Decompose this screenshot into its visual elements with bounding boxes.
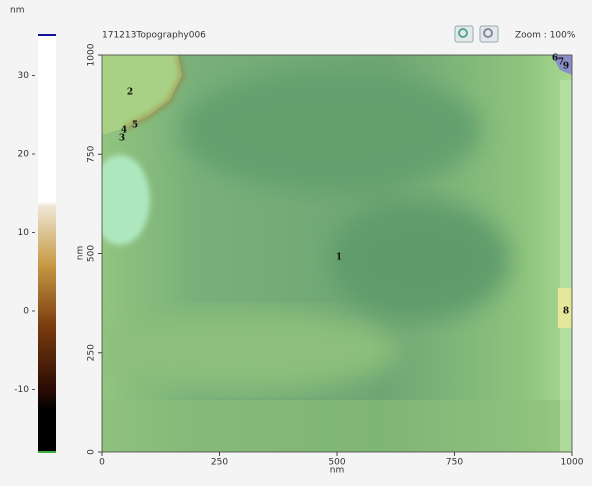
colorbar-tick-label: 0: [23, 307, 29, 317]
y-tick-label: 1000: [87, 43, 97, 66]
region-label: 2: [127, 88, 133, 98]
y-axis-unit: nm: [76, 246, 86, 260]
y-tick-label: 750: [87, 145, 97, 162]
zoom-label: Zoom : 100%: [515, 31, 576, 41]
x-tick-label: 1000: [561, 458, 584, 468]
x-tick-label: 0: [99, 458, 105, 468]
region-label: 8: [563, 307, 569, 317]
region-label: 9: [563, 62, 569, 72]
colorbar-tick-label: 30: [18, 71, 30, 81]
topography-image: [90, 55, 572, 452]
colorbar-tick-label: 20: [18, 150, 30, 160]
colorbar-unit: nm: [10, 6, 24, 16]
y-tick-label: 500: [87, 245, 97, 262]
image-title: 171213Topography006: [102, 31, 206, 41]
region-label: 1: [336, 253, 342, 263]
colorbar-tick-label: 10: [18, 228, 30, 238]
region-label: 4: [121, 126, 127, 136]
colorbar-tick-label: -10: [14, 385, 29, 395]
x-tick-label: 750: [446, 458, 463, 468]
region-label: 5: [132, 121, 138, 131]
y-tick-label: 0: [87, 449, 97, 455]
y-tick-label: 250: [87, 344, 97, 361]
x-tick-label: 250: [211, 458, 228, 468]
colorbar: [38, 35, 56, 452]
app-window: nm 171213Topography006 Zoom : 100% nm nm…: [0, 0, 592, 486]
x-tick-label: 500: [328, 458, 345, 468]
